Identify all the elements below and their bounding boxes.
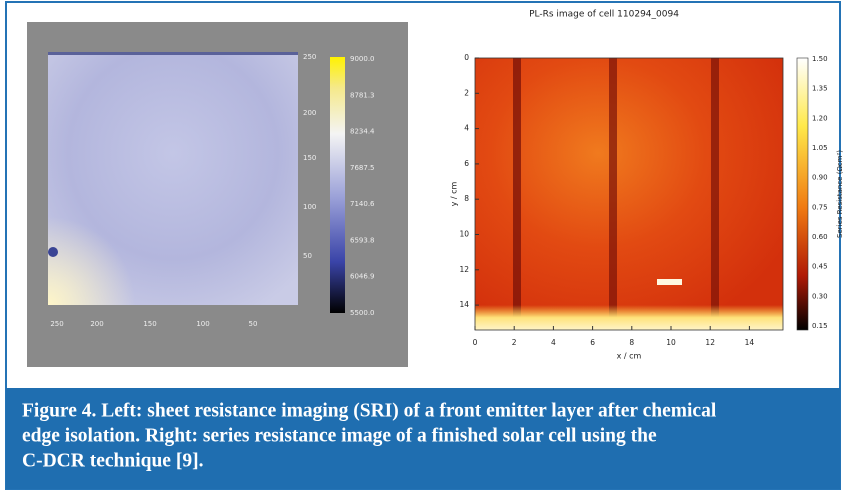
busbar — [609, 58, 617, 330]
colorbar-tick-label: 1.50 — [812, 55, 828, 63]
colorbar-tick-label: 7140.6 — [350, 200, 375, 208]
x-tick-label: 200 — [90, 320, 103, 328]
rs-axes — [474, 57, 784, 331]
colorbar-tick-label: 1.20 — [812, 114, 828, 122]
y-tick-label: 14 — [459, 300, 469, 309]
busbar — [711, 58, 719, 330]
x-tick-label: 8 — [629, 338, 634, 347]
y-tick-label: 12 — [459, 265, 469, 274]
colorbar-tick-label: 1.05 — [812, 144, 828, 152]
colorbar-tick-label: 7687.5 — [350, 164, 375, 172]
sri-corner — [48, 52, 298, 305]
x-tick-label: 2 — [512, 338, 517, 347]
busbar — [513, 58, 521, 330]
x-tick-label: 6 — [590, 338, 595, 347]
x-tick-label: 4 — [551, 338, 556, 347]
y-tick-label: 150 — [303, 154, 316, 162]
x-tick-label: 12 — [705, 338, 715, 347]
rs-title: PL-Rs image of cell 110294_0094 — [529, 10, 679, 20]
left-colorbar — [330, 57, 345, 313]
x-tick-label: 10 — [666, 338, 676, 347]
right-colorbar — [796, 57, 809, 331]
colorbar-tick-label: 6593.8 — [350, 236, 375, 244]
x-tick-label: 14 — [745, 338, 755, 347]
x-tick-label: 250 — [50, 320, 63, 328]
caption-band — [6, 388, 840, 489]
colorbar-tick-label: 8781.3 — [350, 91, 375, 99]
rs-hotspot — [657, 279, 682, 285]
x-tick-label: 150 — [143, 320, 156, 328]
colorbar-tick-label: 5500.0 — [350, 309, 375, 317]
colorbar-tick-label: 8234.4 — [350, 128, 375, 136]
caption-line: C-DCR technique [9]. — [22, 450, 204, 471]
colorbar-tick-label: 9000.0 — [350, 55, 375, 63]
y-tick-label: 10 — [459, 230, 469, 239]
y-tick-label: 8 — [464, 194, 469, 203]
colorbar-tick-label: 1.35 — [812, 85, 828, 93]
sri-edge — [48, 52, 298, 55]
y-tick-label: 2 — [464, 88, 469, 97]
y-tick-label: 0 — [464, 53, 469, 62]
colorbar-tick-label: 0.15 — [812, 322, 828, 330]
y-tick-label: 250 — [303, 53, 316, 61]
rs-image — [475, 58, 783, 330]
x-label: x / cm — [617, 352, 642, 361]
x-tick-label: 50 — [249, 320, 258, 328]
y-tick-label: 6 — [464, 159, 469, 168]
y-tick-label: 200 — [303, 109, 316, 117]
y-tick-label: 50 — [303, 252, 312, 260]
y-label: y / cm — [450, 181, 459, 206]
colorbar-tick-label: 6046.9 — [350, 273, 375, 281]
colorbar-tick-label: 0.75 — [812, 203, 828, 211]
x-tick-label: 0 — [473, 338, 478, 347]
caption-line: edge isolation. Right: series resistance… — [22, 425, 657, 446]
colorbar-label: Series Resistance (Ωcm²) — [836, 150, 844, 238]
x-tick-label: 100 — [196, 320, 209, 328]
colorbar-tick-label: 0.45 — [812, 263, 828, 271]
sri-spot — [48, 247, 58, 257]
colorbar-tick-label: 0.30 — [812, 292, 828, 300]
y-tick-label: 100 — [303, 203, 316, 211]
rs-bottom-edge — [475, 305, 783, 330]
colorbar-tick-label: 0.60 — [812, 233, 828, 241]
caption-line: Figure 4. Left: sheet resistance imaging… — [22, 400, 717, 421]
colorbar-tick-label: 0.90 — [812, 174, 828, 182]
y-tick-label: 4 — [464, 124, 469, 133]
